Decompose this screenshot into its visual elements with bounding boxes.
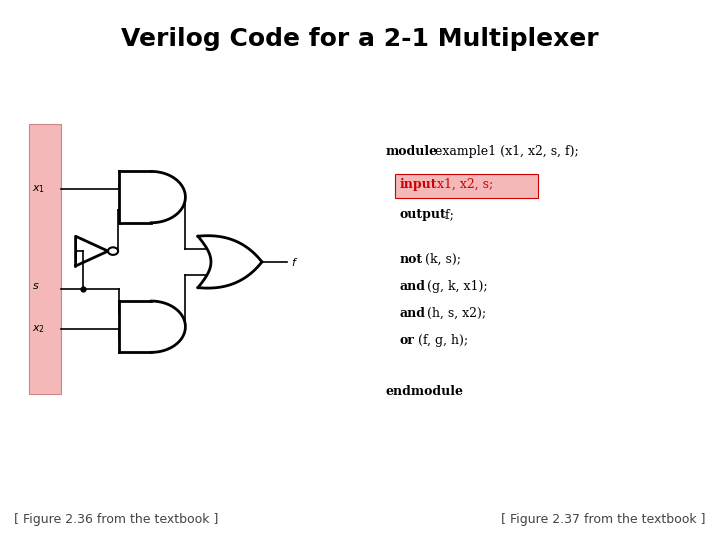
Text: (k, s);: (k, s); — [421, 253, 462, 266]
Text: module: module — [385, 145, 437, 158]
Text: example1 (x1, x2, s, f);: example1 (x1, x2, s, f); — [431, 145, 578, 158]
Text: $x_1$: $x_1$ — [32, 183, 45, 195]
Text: input: input — [400, 178, 437, 191]
Text: Verilog Code for a 2-1 Multiplexer: Verilog Code for a 2-1 Multiplexer — [121, 27, 599, 51]
Text: endmodule: endmodule — [385, 385, 463, 398]
Text: [ Figure 2.37 from the textbook ]: [ Figure 2.37 from the textbook ] — [501, 514, 706, 526]
Text: and: and — [400, 307, 426, 320]
Text: or: or — [400, 334, 415, 347]
Text: (g, k, x1);: (g, k, x1); — [423, 280, 488, 293]
Text: not: not — [400, 253, 423, 266]
Text: x1, x2, s;: x1, x2, s; — [433, 178, 493, 191]
Text: output: output — [400, 208, 446, 221]
Text: $s$: $s$ — [32, 281, 40, 291]
Text: $x_2$: $x_2$ — [32, 323, 45, 335]
Circle shape — [108, 247, 118, 255]
Text: $f$: $f$ — [291, 256, 298, 268]
Text: f;: f; — [441, 208, 454, 221]
Text: and: and — [400, 280, 426, 293]
Text: [ Figure 2.36 from the textbook ]: [ Figure 2.36 from the textbook ] — [14, 514, 219, 526]
FancyBboxPatch shape — [29, 124, 61, 394]
Text: (h, s, x2);: (h, s, x2); — [423, 307, 487, 320]
FancyBboxPatch shape — [395, 174, 538, 198]
Text: (f, g, h);: (f, g, h); — [414, 334, 468, 347]
